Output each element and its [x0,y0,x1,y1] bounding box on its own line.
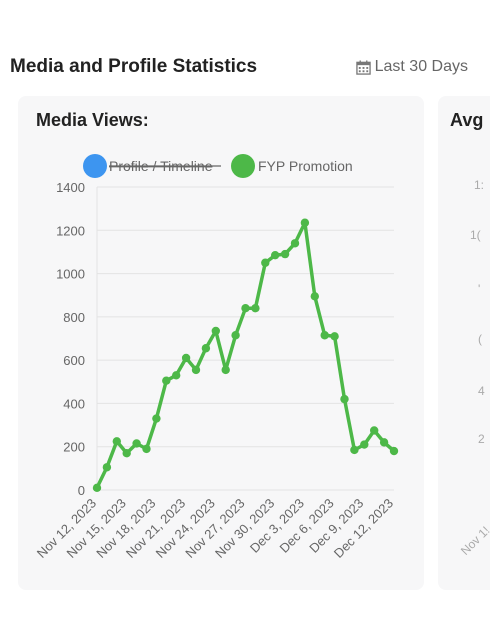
data-point[interactable] [389,446,399,456]
calendar-icon [355,59,371,75]
y-tick-label: 1200 [56,223,85,238]
data-point[interactable] [142,444,151,454]
card-title: Media Views: [36,110,149,130]
y-tick-label: 0 [78,483,85,498]
data-point[interactable] [132,439,141,448]
stats-header: Media and Profile Statistics Last 30 Day… [0,52,490,88]
data-point[interactable] [340,394,349,404]
legend-label-fyp[interactable]: FYP Promotion [258,158,353,174]
data-point[interactable] [280,249,290,259]
ghost-tick: 1( [470,228,481,242]
data-point[interactable] [271,250,280,260]
ghost-tick: 1: [474,178,485,192]
data-point[interactable] [320,331,329,340]
y-tick-label: 800 [63,310,85,325]
ghost-tick: 2 [478,432,485,446]
data-point[interactable] [201,344,211,353]
data-point[interactable] [112,437,122,446]
data-point[interactable] [350,445,359,455]
y-tick-label: 1000 [56,267,85,282]
data-point[interactable] [221,365,230,375]
page-title: Media and Profile Statistics [10,56,258,77]
data-point[interactable] [251,304,260,313]
ghost-tick: 4 [478,384,485,398]
date-range-label: Last 30 Days [374,58,468,75]
data-point[interactable] [241,304,250,313]
data-point[interactable] [102,463,112,472]
data-point[interactable] [191,365,201,375]
data-point[interactable] [181,353,191,363]
y-tick-label: 600 [63,353,85,368]
data-point[interactable] [261,258,270,267]
date-range-button[interactable]: Last 30 Days [355,58,468,76]
data-point[interactable] [360,440,369,449]
data-point[interactable] [330,332,339,341]
data-point[interactable] [370,426,379,435]
y-tick-label: 1400 [56,180,85,195]
avg-card-title: Avg [450,110,484,130]
series-line-fyp-promotion [95,220,396,489]
ghost-tick: ( [478,332,482,346]
data-point[interactable] [300,218,310,227]
data-point[interactable] [152,414,161,423]
media-views-card: Media Views: [18,96,424,590]
data-point[interactable] [379,438,389,447]
data-point[interactable] [231,331,240,340]
data-point[interactable] [162,376,171,385]
data-point[interactable] [211,326,220,336]
data-point[interactable] [92,483,102,493]
data-point[interactable] [122,449,131,458]
data-point[interactable] [172,371,181,380]
legend-marker-fyp[interactable] [231,154,255,178]
avg-card: Avg 1: 1( ' ( 4 2 Nov 1! [438,96,490,590]
data-point[interactable] [310,292,319,301]
ghost-tick: ' [478,282,481,296]
data-point[interactable] [290,239,300,248]
legend-marker-profile[interactable] [83,154,107,178]
y-tick-label: 200 [63,440,85,455]
y-tick-label: 400 [63,396,85,411]
